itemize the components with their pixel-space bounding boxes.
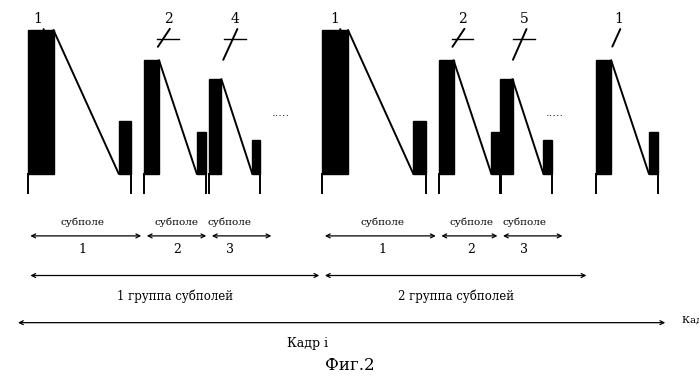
Text: 2: 2 — [173, 243, 181, 256]
Text: субполе: субполе — [449, 218, 493, 228]
Text: 4: 4 — [231, 12, 240, 26]
Text: 2 группа субполей: 2 группа субполей — [398, 290, 514, 303]
Polygon shape — [438, 60, 454, 174]
Polygon shape — [144, 60, 159, 174]
Polygon shape — [500, 79, 512, 174]
Polygon shape — [322, 30, 348, 174]
Polygon shape — [196, 132, 206, 174]
Text: 1: 1 — [614, 12, 623, 26]
Polygon shape — [413, 121, 426, 174]
Text: .....: ..... — [546, 108, 564, 118]
Text: .....: ..... — [272, 108, 290, 118]
Text: Фиг.2: Фиг.2 — [325, 357, 374, 373]
Text: 5: 5 — [520, 12, 528, 26]
Polygon shape — [252, 140, 261, 174]
Text: субполе: субполе — [208, 218, 252, 228]
Text: 1: 1 — [330, 12, 339, 26]
Polygon shape — [596, 60, 611, 174]
Text: субполе: субполе — [502, 218, 546, 228]
Polygon shape — [27, 30, 54, 174]
Text: 3: 3 — [226, 243, 233, 256]
Text: Кадр i: Кадр i — [287, 337, 328, 350]
Polygon shape — [543, 140, 552, 174]
Text: 1 группа субполей: 1 группа субполей — [117, 290, 233, 303]
Text: 2: 2 — [458, 12, 467, 26]
Text: субполе: субполе — [60, 218, 104, 228]
Text: 2: 2 — [164, 12, 173, 26]
Text: 2: 2 — [468, 243, 475, 256]
Text: 3: 3 — [520, 243, 528, 256]
Text: субполе: субполе — [155, 218, 199, 228]
Text: 1: 1 — [78, 243, 87, 256]
Polygon shape — [491, 132, 501, 174]
Polygon shape — [119, 121, 131, 174]
Text: субполе: субполе — [361, 218, 405, 228]
Text: 1: 1 — [34, 12, 42, 26]
Text: 1: 1 — [378, 243, 387, 256]
Text: Кадр i+1: Кадр i+1 — [682, 316, 699, 325]
Polygon shape — [649, 132, 658, 174]
Polygon shape — [209, 79, 222, 174]
